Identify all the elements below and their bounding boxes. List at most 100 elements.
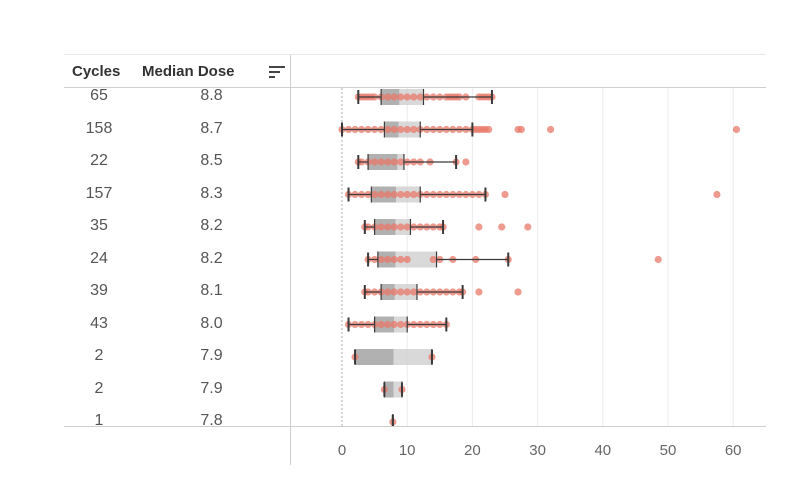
box-lower-half [355,349,394,365]
data-point [377,320,385,329]
data-point [377,223,385,231]
data-point [384,288,392,296]
table-rows: 65 8.8 158 8.7 22 8.5 157 8.3 35 8.2 24 8.2 39 8.1 43 8… [64,87,290,426]
data-point [371,190,379,199]
data-point [390,288,398,296]
data-point [397,255,405,264]
data-point [403,223,411,231]
data-point [485,125,493,134]
data-point [371,158,379,166]
median-dose-cell: 7.8 [200,412,223,426]
cycles-cell: 157 [85,184,113,202]
data-point [390,125,398,134]
data-point [384,223,392,231]
box-row [344,186,721,203]
header-divider [64,87,766,88]
data-point [517,125,525,134]
cycles-cell: 24 [90,249,108,267]
cycles-cell: 1 [94,412,104,426]
data-point [377,190,385,199]
data-point [713,190,721,199]
box-row [361,284,522,300]
data-point [397,320,405,329]
data-point [377,158,385,166]
data-point [397,125,405,134]
data-point [384,93,392,101]
data-point [403,93,411,101]
median-dose-cell: 7.9 [200,347,223,364]
cycles-cell: 2 [94,379,104,397]
box-row [338,121,741,138]
x-tick-label: 0 [338,442,346,459]
data-point [384,320,392,329]
data-point [384,190,392,199]
data-point [397,223,405,231]
data-point [514,288,522,296]
median-dose-cell: 8.8 [200,87,223,104]
data-point [384,158,392,166]
boxplot-chart: 0 10 20 30 40 50 60 [338,88,742,459]
data-point [410,125,418,134]
x-tick-label: 30 [529,442,546,459]
x-tick-label: 10 [399,442,416,459]
data-point [390,320,398,329]
box-row [364,251,662,268]
header-cycles[interactable]: Cycles [72,63,121,80]
median-dose-cell: 8.7 [200,119,223,137]
sort-descending-icon[interactable] [269,65,285,79]
data-point [732,125,741,134]
data-point [547,125,555,134]
data-point [390,190,398,199]
median-dose-cell: 8.1 [200,282,223,299]
box-upper-half [393,381,402,398]
data-point [416,93,424,101]
box-row [380,381,406,398]
x-tick-label: 60 [725,442,742,459]
cycles-cell: 158 [85,119,113,137]
x-tick-label: 20 [464,442,481,459]
median-dose-cell: 8.5 [200,152,223,169]
box-row [354,89,496,105]
data-point [397,190,405,199]
data-point [498,223,506,231]
data-point [390,223,398,231]
median-dose-cell: 8.2 [200,217,223,234]
cycles-cell: 2 [94,347,104,364]
cycles-cell: 35 [90,217,108,234]
data-point [384,255,392,264]
chart-frame: Cycles Median Dose 65 8.8 158 8.7 22 8.5 157 8.… [64,54,766,465]
median-dose-cell: 8.0 [200,314,223,332]
data-point [410,93,418,101]
data-point [475,223,483,231]
data-point [654,255,662,264]
data-point [403,190,411,199]
median-dose-cell: 8.2 [200,249,223,267]
axis-divider [64,426,766,427]
box-lower-half [384,381,394,398]
data-point [524,223,532,231]
header-median-dose[interactable]: Median Dose [142,63,235,80]
box-row [389,414,397,426]
data-point [475,288,483,296]
data-point [397,93,405,101]
data-point [390,255,398,264]
box-upper-half [395,251,437,268]
x-tick-label: 40 [594,442,611,459]
data-point [377,255,385,264]
cycles-cell: 39 [90,282,108,299]
box-upper-half [393,349,432,365]
data-point [403,125,411,134]
data-point [410,288,418,296]
data-point [410,190,418,199]
data-point [397,158,405,166]
data-point [397,288,405,296]
cycles-cell: 43 [90,314,108,332]
median-dose-cell: 7.9 [200,379,223,397]
box-row [361,219,532,235]
column-divider [290,55,291,465]
box-row [354,154,470,170]
data-point [501,190,509,199]
data-point [462,158,470,166]
x-tick-label: 50 [660,442,677,459]
box-row [344,316,450,333]
